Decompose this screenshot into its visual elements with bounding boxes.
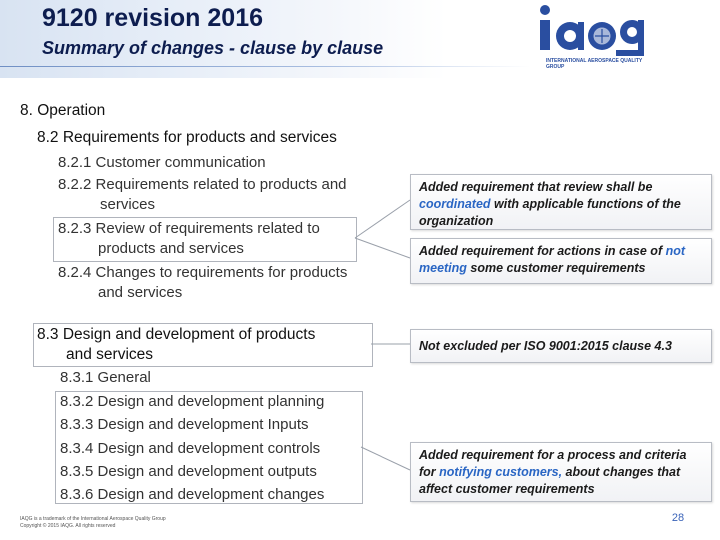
page-subtitle: Summary of changes - clause by clause (42, 38, 384, 58)
clause-8-2-heading: 8.2 Requirements for products and servic… (37, 129, 337, 146)
callout-highlight: not meeting (419, 244, 686, 275)
callout-text: about changes that affect customer requi… (419, 465, 681, 496)
list-item: 8.3.2 Design and development planning (60, 393, 325, 410)
copyright-note: IAQG is a trademark of the International… (20, 516, 166, 530)
copyright-line: IAQG is a trademark of the International… (20, 516, 166, 522)
clause-8-3-heading-line1: 8.3 Design and development of products (37, 326, 316, 343)
callout-highlight: notifying customers, (439, 465, 563, 479)
callout-not-excluded: Not excluded per ISO 9001:2015 clause 4.… (410, 329, 712, 363)
callout-text: some customer requirements (466, 261, 646, 275)
list-item: 8.3.5 Design and development outputs (60, 463, 317, 480)
clause-8-3-heading-line2: and services (66, 346, 154, 363)
highlight-box-8-3 (33, 323, 373, 367)
header-divider (0, 66, 530, 67)
list-item: 8.2.2 Requirements related to products a… (58, 176, 347, 193)
callout-highlight: coordinated (419, 197, 491, 211)
page-number: 28 (671, 512, 685, 524)
callout-review-coordination: Added requirement that review shall be c… (410, 174, 712, 230)
list-item: 8.2.4 Changes to requirements for produc… (58, 264, 348, 281)
callout-notifying-customers: Added requirement for a process and crit… (410, 442, 712, 502)
callout-text: Added requirement that review shall be (419, 180, 653, 194)
list-item: 8.2.1 Customer communication (58, 154, 266, 171)
callout-text: Added requirement for actions in case of (419, 244, 666, 258)
list-item: products and services (98, 240, 244, 257)
list-item: 8.3.3 Design and development Inputs (60, 416, 309, 433)
list-item: services (100, 196, 156, 213)
iaqg-logo: INTERNATIONAL AEROSPACE QUALITY GROUP (534, 2, 654, 72)
callout-not-meeting-requirements: Added requirement for actions in case of… (410, 238, 712, 284)
callout-text: Added requirement for a process and crit… (419, 448, 687, 479)
list-item: 8.2.3 Review of requirements related to (58, 220, 320, 237)
logo-caption: INTERNATIONAL AEROSPACE QUALITY GROUP (546, 58, 643, 70)
copyright-line: Copyright © 2015 IAQG. All rights reserv… (20, 523, 116, 529)
list-item: 8.3.1 General (60, 369, 151, 386)
callout-text: with applicable functions of the organiz… (419, 197, 681, 228)
callout-text: Not excluded per ISO 9001:2015 clause 4.… (419, 339, 672, 353)
highlight-box-8-2-3 (53, 217, 357, 262)
list-item: and services (98, 284, 183, 301)
list-item: 8.3.4 Design and development controls (60, 440, 321, 457)
iaqg-logo-mark (540, 5, 644, 56)
section-heading: 8. Operation (20, 102, 106, 119)
list-item: 8.3.6 Design and development changes (60, 486, 325, 503)
page-title: 9120 revision 2016 (42, 4, 263, 32)
